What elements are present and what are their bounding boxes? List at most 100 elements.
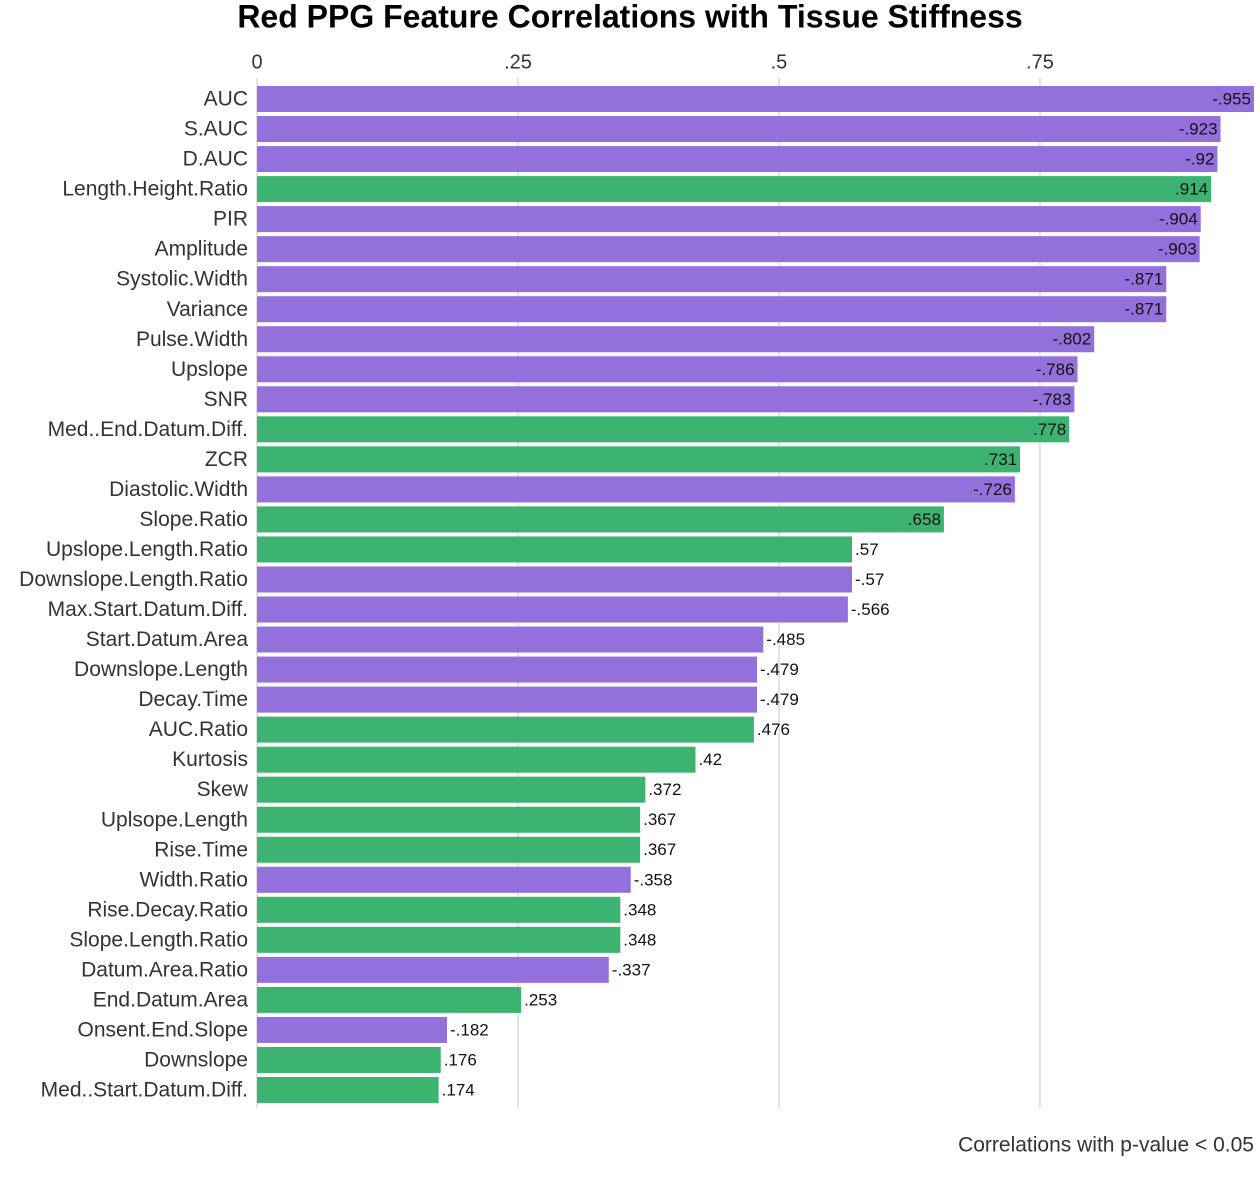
value-label: -.923 <box>1179 120 1218 139</box>
value-label: .253 <box>524 990 557 1009</box>
value-label: .658 <box>908 510 941 529</box>
x-tick-label: .25 <box>504 51 532 73</box>
bar <box>257 506 944 533</box>
y-tick-label: Pulse.Width <box>136 328 248 351</box>
bar <box>257 626 764 653</box>
y-tick-label: Uplsope.Length <box>101 808 248 831</box>
y-tick-label: PIR <box>213 208 248 231</box>
y-tick-label: Systolic.Width <box>116 268 248 291</box>
bar <box>257 1016 447 1043</box>
bar <box>257 926 621 953</box>
x-tick-label: .75 <box>1026 51 1054 73</box>
value-label: .57 <box>855 540 879 559</box>
bar <box>257 236 1200 263</box>
value-label: -.92 <box>1185 150 1214 169</box>
value-label: -.182 <box>450 1020 489 1039</box>
y-tick-label: Diastolic.Width <box>109 478 248 501</box>
y-tick-label: ZCR <box>205 448 248 471</box>
y-tick-label: Downslope.Length <box>74 658 248 681</box>
y-tick-label: AUC <box>204 88 248 111</box>
bar <box>257 986 522 1013</box>
value-label: -.955 <box>1212 89 1251 108</box>
value-label: -.786 <box>1036 360 1075 379</box>
bar <box>257 416 1070 443</box>
y-tick-label: Slope.Length.Ratio <box>69 928 248 951</box>
bar <box>257 836 641 863</box>
bar <box>257 116 1221 143</box>
bar <box>257 326 1095 353</box>
bar <box>257 896 621 923</box>
y-tick-label: Onsent.End.Slope <box>78 1018 248 1041</box>
y-tick-label: D.AUC <box>183 148 248 171</box>
y-tick-label: Skew <box>197 778 249 801</box>
y-tick-label: Width.Ratio <box>139 868 248 891</box>
y-tick-label: Downslope <box>144 1049 248 1072</box>
value-label: .476 <box>757 720 790 739</box>
bar <box>257 596 848 623</box>
bar <box>257 746 696 773</box>
x-tick-label: 0 <box>251 51 262 73</box>
value-label: .176 <box>444 1050 477 1069</box>
y-tick-label: Upslope.Length.Ratio <box>46 538 248 561</box>
value-label: .778 <box>1033 420 1066 439</box>
bar <box>257 536 853 563</box>
bar <box>257 86 1254 112</box>
bar <box>257 716 754 743</box>
bar <box>257 146 1218 173</box>
value-label: .372 <box>648 780 681 799</box>
bar <box>257 206 1201 233</box>
bar <box>257 866 631 893</box>
caption: Correlations with p-value < 0.05 <box>958 1134 1254 1157</box>
bar <box>257 956 609 983</box>
bar <box>257 776 646 803</box>
y-tick-label: Med..Start.Datum.Diff. <box>41 1079 248 1102</box>
value-label: -.802 <box>1052 330 1091 349</box>
value-label: .914 <box>1175 180 1208 199</box>
value-label: -.726 <box>973 480 1012 499</box>
bar <box>257 686 758 713</box>
bar <box>257 476 1015 503</box>
y-tick-label: Med..End.Datum.Diff. <box>48 418 248 441</box>
bar <box>257 446 1021 473</box>
bar <box>257 266 1167 293</box>
value-label: -.566 <box>851 600 890 619</box>
value-label: -.479 <box>760 660 799 679</box>
y-tick-label: S.AUC <box>184 118 248 141</box>
bar <box>257 386 1075 413</box>
y-tick-label: Downslope.Length.Ratio <box>19 568 248 591</box>
y-tick-label: Amplitude <box>155 238 248 261</box>
value-label: -.358 <box>634 870 673 889</box>
y-tick-label: SNR <box>204 388 248 411</box>
value-label: -.783 <box>1033 390 1072 409</box>
y-tick-label: Start.Datum.Area <box>86 628 249 651</box>
value-label: -.485 <box>766 630 805 649</box>
x-tick-label: .5 <box>771 51 788 73</box>
y-tick-label: End.Datum.Area <box>93 988 249 1011</box>
y-tick-label: Max.Start.Datum.Diff. <box>48 598 248 621</box>
chart-title: Red PPG Feature Correlations with Tissue… <box>237 0 1022 34</box>
value-label: -.57 <box>855 570 884 589</box>
value-label: .174 <box>442 1080 475 1099</box>
y-tick-label: Kurtosis <box>172 748 248 771</box>
value-label: -.903 <box>1158 240 1197 259</box>
value-label: -.337 <box>612 960 651 979</box>
bar <box>257 566 853 593</box>
y-tick-label: Upslope <box>171 358 248 381</box>
bar <box>257 176 1212 203</box>
value-label: -.904 <box>1159 210 1198 229</box>
bar <box>257 1046 441 1073</box>
bar <box>257 356 1078 383</box>
bar <box>257 656 758 683</box>
y-tick-label: Length.Height.Ratio <box>62 178 248 201</box>
value-label: .367 <box>643 810 676 829</box>
value-label: -.871 <box>1125 270 1164 289</box>
y-tick-label: Variance <box>167 298 248 321</box>
value-label: .348 <box>623 930 656 949</box>
y-tick-label: Rise.Time <box>154 838 248 861</box>
y-tick-label: AUC.Ratio <box>149 718 248 741</box>
y-tick-label: Slope.Ratio <box>139 508 248 531</box>
value-label: .42 <box>698 750 722 769</box>
value-label: .367 <box>643 840 676 859</box>
value-label: .348 <box>623 900 656 919</box>
